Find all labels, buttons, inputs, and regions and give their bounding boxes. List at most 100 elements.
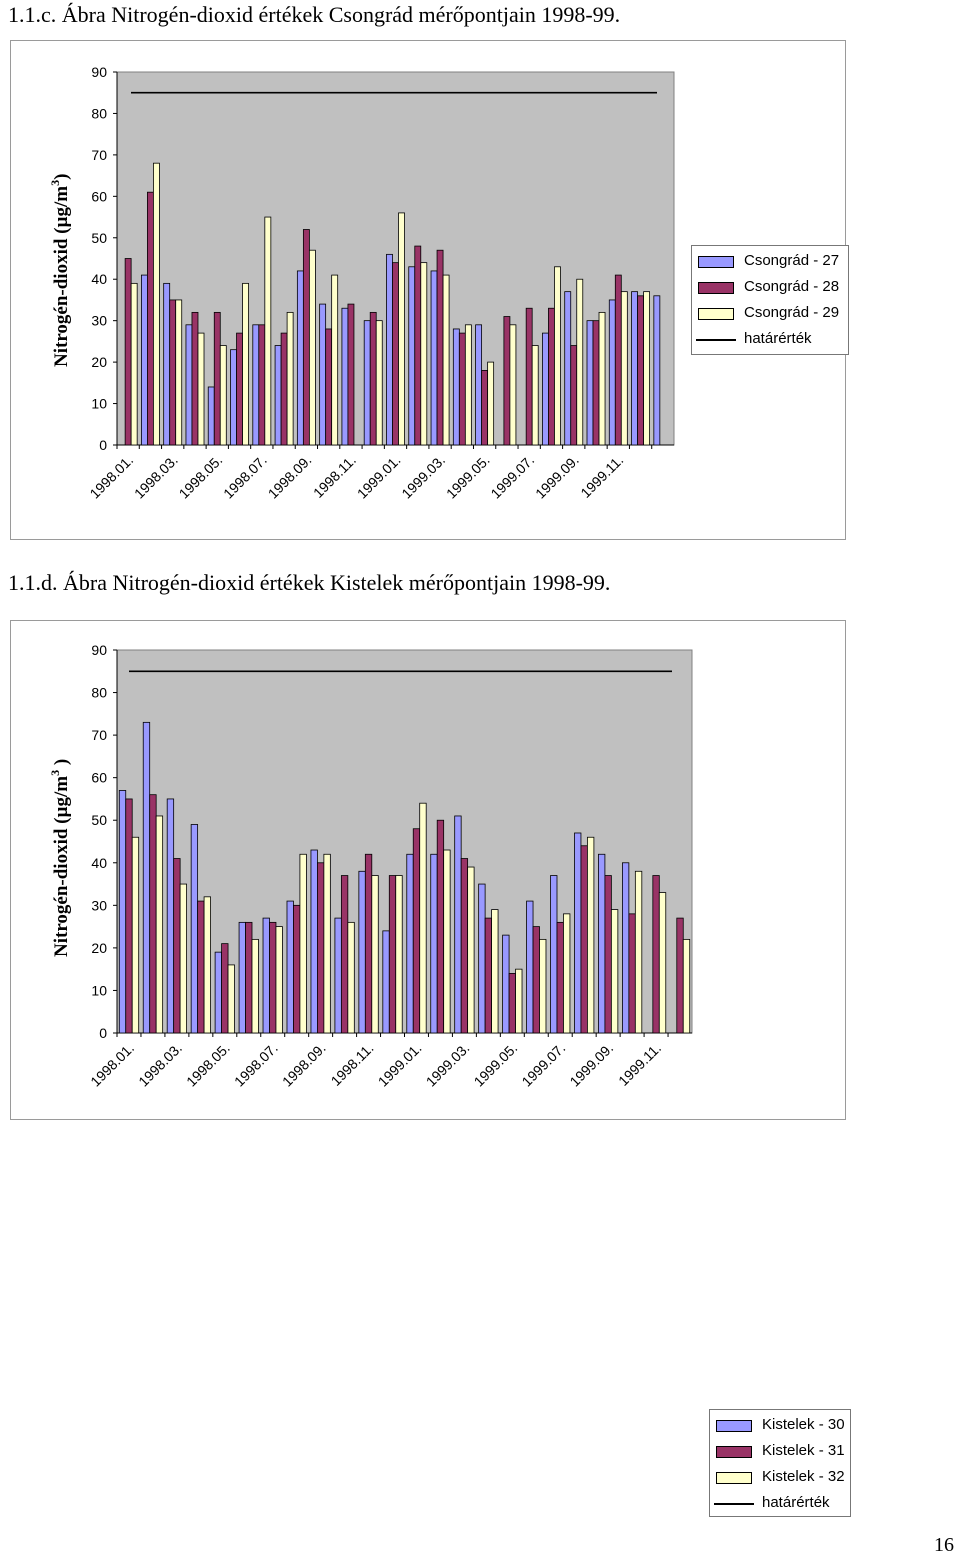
legend-item: határérték <box>692 328 848 352</box>
bar-2 <box>236 332 243 446</box>
bar-3 <box>375 320 383 446</box>
bar-3 <box>419 802 427 1034</box>
legend-swatch <box>698 256 734 268</box>
bar-2 <box>347 303 355 446</box>
x-tick-label: 1999.07. <box>487 452 537 502</box>
bar-1 <box>608 299 616 446</box>
chart-kistelek: Nitrogén-dioxid (µg/m3 ) 0 10 20 30 40 50 60 70… <box>10 620 851 1517</box>
y-tick-label: 40 <box>91 271 107 287</box>
bar-2 <box>652 875 660 1034</box>
y-tick-label: 0 <box>99 1025 107 1041</box>
bar-2 <box>340 875 349 1034</box>
bar-1 <box>358 870 366 1034</box>
bar-3 <box>620 291 628 446</box>
legend-label: határérték <box>744 330 812 347</box>
bar-1 <box>296 270 304 446</box>
bar-2 <box>458 332 466 446</box>
bar-2 <box>197 900 205 1034</box>
chart-kistelek-svg: Nitrogén-dioxid (µg/m3 ) 0 10 20 30 40 50 60 70… <box>48 642 693 1090</box>
bar-3 <box>587 836 595 1034</box>
bar-1 <box>430 270 438 446</box>
bar-1 <box>334 917 342 1034</box>
bar-3 <box>331 274 339 446</box>
legend-item: Csongrád - 29 <box>692 302 848 326</box>
bar-3 <box>347 921 355 1034</box>
bar-2 <box>508 973 516 1034</box>
bar-1 <box>386 253 393 446</box>
bar-2 <box>269 921 277 1034</box>
bar-3 <box>242 282 249 446</box>
legend-swatch <box>716 1446 752 1458</box>
y-tick-label: 10 <box>91 396 107 412</box>
y-tick-label: 80 <box>91 105 107 121</box>
x-tick-label: 1999.11. <box>615 1040 664 1089</box>
bar-3 <box>610 909 619 1034</box>
y-tick-label: 90 <box>91 64 107 80</box>
bar-1 <box>166 798 175 1034</box>
x-tick-label: 1999.03. <box>423 1040 473 1090</box>
figure-title-kistelek: 1.1.d. Ábra Nitrogén-dioxid értékek Kist… <box>8 570 611 595</box>
bar-2 <box>525 307 533 446</box>
bar-3 <box>682 938 691 1034</box>
bar-2 <box>364 853 373 1034</box>
legend-label: Csongrád - 29 <box>744 304 840 321</box>
bar-1 <box>185 324 193 446</box>
legend-item: Kistelek - 31 <box>710 1440 850 1464</box>
bar-3 <box>598 311 606 446</box>
bar-1 <box>502 934 510 1034</box>
bar-1 <box>586 320 594 446</box>
bar-3 <box>130 282 138 446</box>
bar-1 <box>598 853 606 1034</box>
x-tick-label: 1999.05. <box>443 452 493 502</box>
bar-3 <box>323 853 331 1034</box>
bar-3 <box>539 938 547 1034</box>
y-tick-label: 40 <box>91 855 107 871</box>
figure-title-csongrad: 1.1.c. Ábra Nitrogén-dioxid értékek Cson… <box>8 2 621 27</box>
bar-1 <box>574 832 582 1034</box>
bar-1 <box>163 282 171 446</box>
x-tick-label: 1998.05. <box>176 452 226 502</box>
bar-2 <box>258 324 266 446</box>
bar-3 <box>275 926 283 1034</box>
x-tick-label: 1998.07. <box>231 1040 281 1090</box>
y-axis-label-sup: 3 <box>48 180 62 186</box>
bar-3 <box>531 345 539 446</box>
y-tick-label: 20 <box>91 354 107 370</box>
bar-1 <box>230 349 237 446</box>
bar-3 <box>299 853 307 1034</box>
y-axis-label-sup: 3 <box>48 770 62 776</box>
bar-1 <box>214 951 222 1034</box>
y-tick-label: 70 <box>91 727 107 743</box>
plot-area <box>116 649 693 1034</box>
legend-label: Kistelek - 31 <box>762 1442 845 1459</box>
x-tick-label: 1998.03. <box>131 452 181 502</box>
bar-2 <box>592 320 600 446</box>
bar-2 <box>604 875 612 1034</box>
bar-2 <box>221 943 229 1034</box>
bar-2 <box>460 858 469 1034</box>
bar-2 <box>637 295 644 446</box>
bar-1 <box>310 849 318 1034</box>
bar-1 <box>286 900 294 1034</box>
x-tick-label: 1998.11. <box>328 1040 377 1089</box>
bar-2 <box>302 229 310 446</box>
bar-1 <box>631 291 638 446</box>
bar-3 <box>155 815 164 1034</box>
bar-2 <box>414 245 422 446</box>
bar-1 <box>564 291 572 446</box>
bar-3 <box>286 311 294 446</box>
chart-csongrad-svg: Nitrogén-dioxid (µg/m3) 0 10 20 30 40 50 60 70 8… <box>48 64 675 502</box>
legend-label: Kistelek - 30 <box>762 1416 845 1433</box>
bar-1 <box>363 320 371 446</box>
y-tick-label: 50 <box>91 230 107 246</box>
bar-3 <box>395 875 403 1034</box>
y-tick-label: 80 <box>91 685 107 701</box>
bar-3 <box>131 836 140 1034</box>
x-tick-label: 1999.07. <box>518 1040 568 1090</box>
bar-2 <box>436 819 445 1034</box>
bar-1 <box>408 266 416 446</box>
bar-3 <box>509 324 517 446</box>
bar-2 <box>503 316 511 446</box>
legend-item: Kistelek - 30 <box>710 1414 850 1438</box>
bar-2 <box>191 311 199 446</box>
